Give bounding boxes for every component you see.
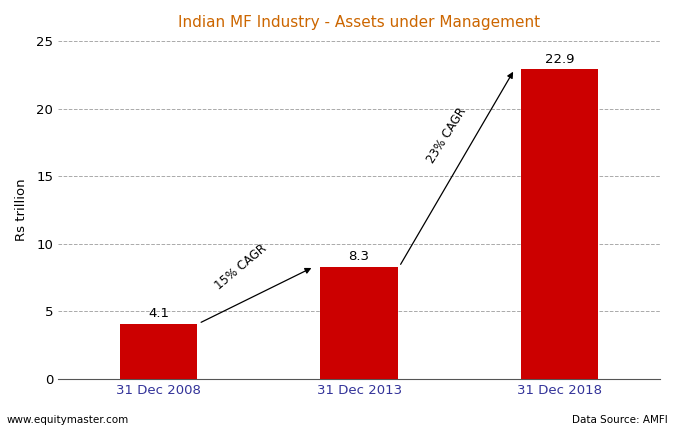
Y-axis label: Rs trillion: Rs trillion bbox=[15, 178, 28, 241]
Title: Indian MF Industry - Assets under Management: Indian MF Industry - Assets under Manage… bbox=[178, 15, 540, 30]
Text: 23% CAGR: 23% CAGR bbox=[425, 105, 469, 165]
Text: 15% CAGR: 15% CAGR bbox=[213, 242, 269, 293]
Text: www.equitymaster.com: www.equitymaster.com bbox=[7, 415, 129, 425]
Text: Data Source: AMFI: Data Source: AMFI bbox=[572, 415, 668, 425]
Bar bbox=[321, 267, 398, 379]
Text: 4.1: 4.1 bbox=[148, 307, 169, 320]
Text: 8.3: 8.3 bbox=[348, 251, 370, 263]
Text: 22.9: 22.9 bbox=[545, 53, 574, 66]
Bar bbox=[120, 323, 197, 379]
Bar bbox=[521, 69, 598, 379]
